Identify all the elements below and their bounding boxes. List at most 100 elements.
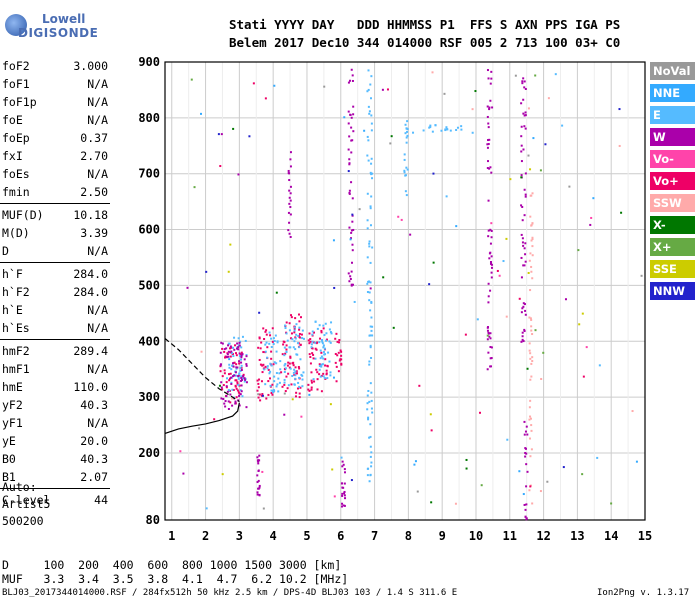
data-point (332, 376, 335, 379)
data-point (219, 364, 222, 367)
x-tick-label: 2 (202, 529, 209, 543)
data-point (369, 423, 372, 426)
data-point (341, 494, 344, 497)
data-point (443, 92, 446, 95)
data-point (487, 199, 490, 202)
data-point (240, 364, 243, 367)
data-point (283, 383, 286, 386)
data-point (490, 271, 493, 274)
data-point (229, 355, 232, 358)
data-point (319, 349, 322, 352)
data-point (531, 245, 534, 248)
data-point (522, 112, 525, 115)
data-point (276, 341, 279, 344)
data-point (257, 462, 260, 465)
y-tick-label: 500 (138, 278, 160, 292)
data-point (234, 400, 237, 403)
data-point (370, 407, 373, 410)
data-point (295, 323, 298, 326)
param-row: foEs N/A (2, 165, 108, 183)
data-point (230, 376, 233, 379)
data-point (564, 298, 567, 301)
data-point (487, 229, 490, 232)
data-point (236, 381, 239, 384)
data-point (271, 340, 274, 343)
data-point (257, 346, 260, 349)
legend-item: Vo+ (650, 172, 695, 190)
data-point (539, 490, 542, 493)
data-point (316, 327, 319, 330)
data-point (280, 371, 283, 374)
data-point (320, 329, 323, 332)
data-point (520, 150, 523, 153)
data-point (283, 392, 286, 395)
data-point (275, 291, 278, 294)
data-point (278, 372, 281, 375)
data-point (610, 502, 613, 505)
data-point (321, 363, 324, 366)
legend-item: SSW (650, 194, 695, 212)
param-row: foF2 3.000 (2, 57, 108, 75)
data-point (239, 369, 242, 372)
data-point (241, 335, 244, 338)
data-point (245, 355, 248, 358)
data-point (222, 398, 225, 401)
data-point (329, 374, 332, 377)
data-point (313, 331, 316, 334)
y-tick-label: 300 (138, 390, 160, 404)
data-point (335, 365, 338, 368)
data-point (235, 363, 238, 366)
data-point (320, 365, 323, 368)
data-point (240, 356, 243, 359)
fit-curve (164, 338, 240, 403)
data-point (562, 466, 565, 469)
data-point (486, 334, 489, 337)
data-point (308, 353, 311, 356)
data-point (525, 452, 528, 455)
data-point (520, 125, 523, 128)
data-point (234, 371, 237, 374)
data-point (237, 173, 240, 176)
data-point (530, 448, 533, 451)
data-point (270, 337, 273, 340)
data-point (568, 185, 571, 188)
x-tick-label: 14 (604, 529, 618, 543)
data-point (523, 503, 526, 506)
data-point (234, 379, 237, 382)
data-point (299, 343, 302, 346)
param-name: B0 (2, 452, 16, 466)
data-point (618, 144, 621, 147)
data-point (228, 358, 231, 361)
x-tick-label: 6 (337, 529, 344, 543)
data-point (524, 114, 527, 117)
data-point (311, 347, 314, 350)
data-point (323, 347, 326, 350)
data-point (272, 389, 275, 392)
data-point (328, 360, 331, 363)
data-point (370, 114, 373, 117)
param-value: N/A (87, 244, 108, 258)
data-point (460, 128, 463, 131)
data-point (529, 415, 532, 418)
data-point (308, 389, 311, 392)
data-point (370, 122, 373, 125)
data-point (370, 356, 373, 359)
data-point (369, 281, 372, 284)
data-point (256, 481, 259, 484)
data-point (348, 189, 351, 192)
data-point (522, 340, 525, 343)
data-point (286, 387, 289, 390)
data-point (219, 351, 222, 354)
data-point (239, 367, 242, 370)
y-tick-label: 700 (138, 167, 160, 181)
data-point (307, 383, 310, 386)
data-point (371, 411, 374, 414)
data-point (245, 354, 248, 357)
data-point (382, 276, 385, 279)
data-point (290, 337, 293, 340)
data-point (490, 229, 493, 232)
data-point (270, 357, 273, 360)
data-point (248, 135, 251, 138)
data-point (265, 397, 268, 400)
data-point (529, 317, 532, 320)
